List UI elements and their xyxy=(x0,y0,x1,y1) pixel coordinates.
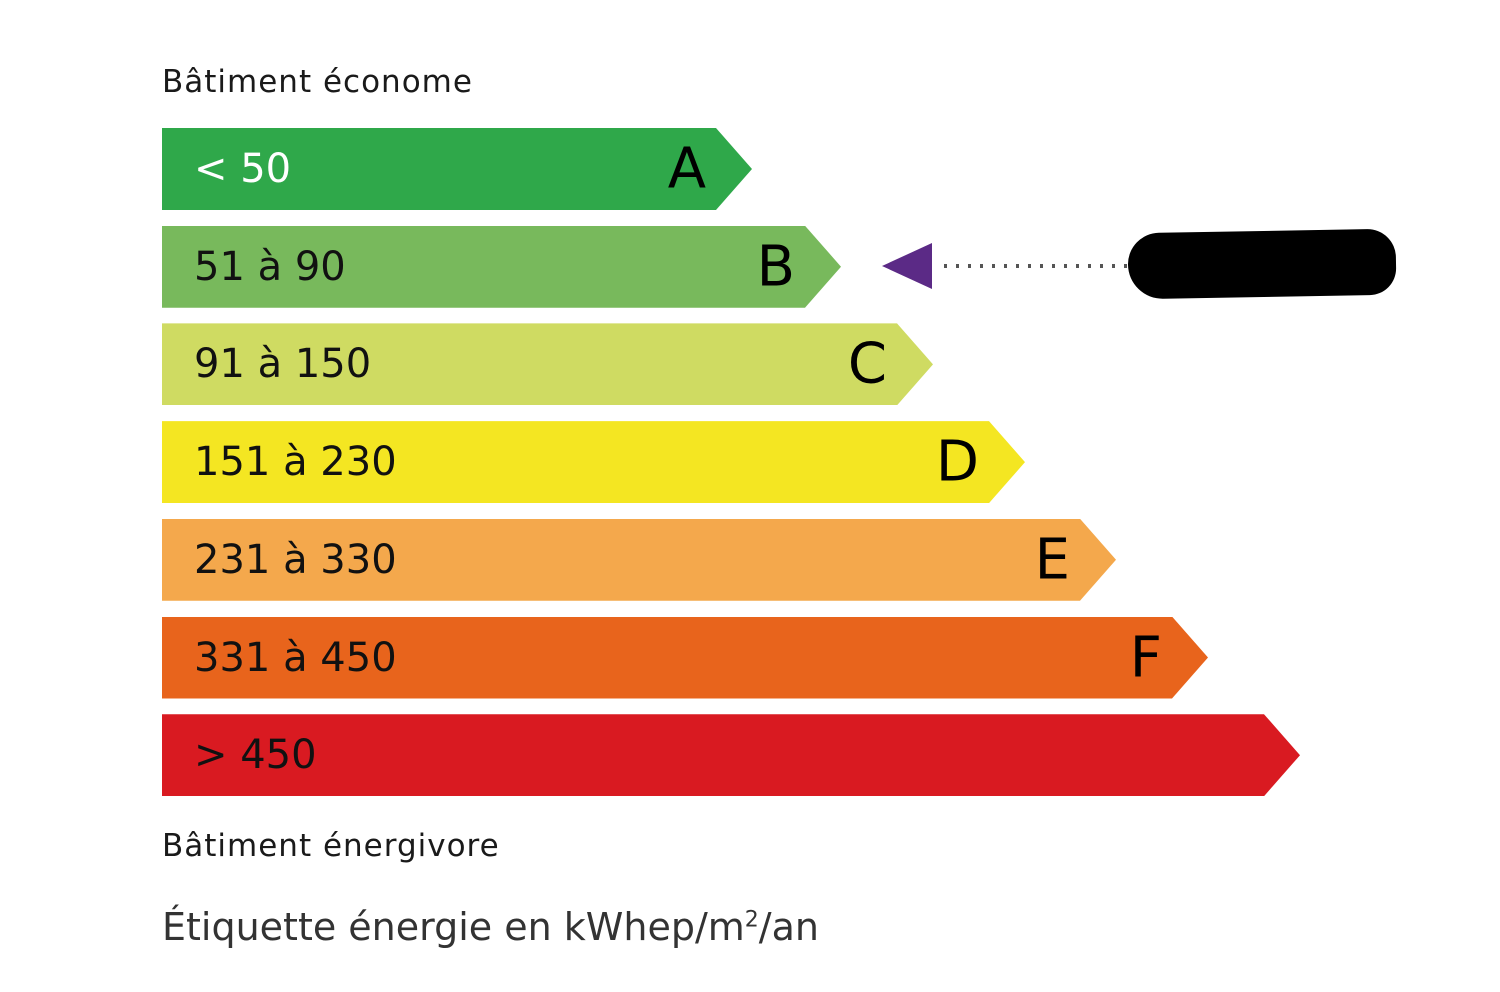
arrow-head-icon xyxy=(882,243,932,289)
redacted-value xyxy=(1127,228,1397,300)
class-range: 91 à 150 xyxy=(194,341,372,388)
energy-class-b: 51 à 90 B xyxy=(162,226,841,308)
rating-indicator-arrow xyxy=(882,243,1128,289)
class-range: < 50 xyxy=(194,146,292,192)
unit-prefix: Étiquette énergie en kWhep/m xyxy=(162,905,745,949)
unit-sup: 2 xyxy=(744,907,759,933)
class-range: 151 à 230 xyxy=(194,439,397,486)
energy-class-e: 231 à 330 E xyxy=(162,519,1116,601)
energy-class-c: 91 à 150 C xyxy=(162,323,933,405)
class-letter: D xyxy=(935,429,979,495)
class-letter: F xyxy=(1129,625,1162,690)
class-range: 331 à 450 xyxy=(194,634,397,681)
energy-class-a: < 50 A xyxy=(162,128,752,210)
bottom-label: Bâtiment énergivore xyxy=(162,828,500,864)
top-label: Bâtiment économe xyxy=(162,64,473,100)
energy-class-g: > 450 xyxy=(162,714,1300,796)
class-letter: E xyxy=(1034,527,1070,593)
class-letter: C xyxy=(847,331,887,397)
class-range: > 450 xyxy=(194,732,317,779)
energy-class-f: 331 à 450 F xyxy=(162,617,1208,699)
class-range: 231 à 330 xyxy=(194,536,397,583)
class-range: 51 à 90 xyxy=(194,243,346,290)
energy-class-d: 151 à 230 D xyxy=(162,421,1025,503)
class-letter: B xyxy=(756,234,795,300)
unit-suffix: /an xyxy=(758,905,819,949)
unit-label: Étiquette énergie en kWhep/m2/an xyxy=(162,905,819,949)
class-letter: A xyxy=(667,136,706,202)
